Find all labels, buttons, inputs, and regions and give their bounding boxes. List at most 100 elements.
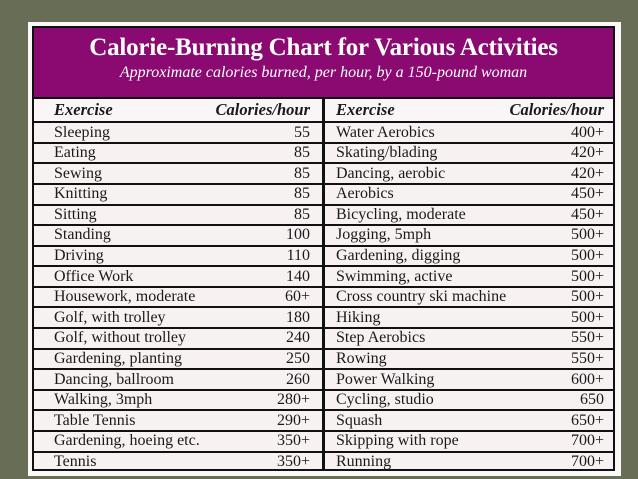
table-row: Dancing, aerobic 420+ <box>325 164 613 186</box>
calories-cell: 100 <box>286 226 310 244</box>
calories-cell: 290+ <box>276 411 310 429</box>
table-row: Swimming, active 500+ <box>325 267 613 288</box>
exercise-column-header: Exercise <box>54 99 113 119</box>
exercise-cell: Gardening, digging <box>336 247 461 265</box>
calorie-table: Exercise Calories/hour Sleeping 55 Eating 8… <box>34 99 613 471</box>
exercise-cell: Sewing <box>54 164 102 182</box>
exercise-cell: Water Aerobics <box>336 123 435 141</box>
calories-cell: 550+ <box>570 329 604 347</box>
calories-cell: 240 <box>286 329 310 347</box>
calories-cell: 500+ <box>570 308 604 326</box>
calories-cell: 85 <box>294 144 310 162</box>
page-title: Calorie-Burning Chart for Various Activi… <box>89 34 558 61</box>
table-row: Power Walking 600+ <box>325 370 613 391</box>
exercise-cell: Bicycling, moderate <box>336 205 466 223</box>
table-row: Office Work 140 <box>34 267 322 288</box>
exercise-cell: Standing <box>54 226 111 244</box>
exercise-cell: Cross country ski machine <box>336 288 507 306</box>
table-row: Rowing 550+ <box>325 350 613 371</box>
exercise-cell: Aerobics <box>336 185 394 203</box>
exercise-cell: Eating <box>54 144 96 162</box>
table-row: Dancing, ballroom 260 <box>34 370 322 391</box>
calories-cell: 500+ <box>570 247 604 265</box>
table-row: Cross country ski machine 500+ <box>325 288 613 309</box>
exercise-cell: Step Aerobics <box>336 329 426 347</box>
exercise-cell: Gardening, hoeing etc. <box>54 432 200 450</box>
calories-cell: 700+ <box>570 432 604 450</box>
exercise-cell: Gardening, planting <box>54 349 182 367</box>
calories-cell: 700+ <box>570 452 604 470</box>
table-row: Table Tennis 290+ <box>34 411 322 432</box>
exercise-column-header: Exercise <box>336 99 395 119</box>
table-row: Eating 85 <box>34 144 322 165</box>
calories-cell: 140 <box>286 267 310 285</box>
calories-cell: 85 <box>294 205 310 223</box>
exercise-cell: Table Tennis <box>54 411 136 429</box>
table-row: Skating/blading 420+ <box>325 144 613 165</box>
exercise-cell: Skipping with rope <box>336 432 459 450</box>
chart-frame: Calorie-Burning Chart for Various Activi… <box>32 26 615 471</box>
exercise-cell: Knitting <box>54 185 108 203</box>
exercise-cell: Office Work <box>54 267 134 285</box>
exercise-cell: Walking, 3mph <box>54 391 153 409</box>
calories-cell: 420+ <box>570 164 604 182</box>
calories-cell: 350+ <box>276 452 310 470</box>
table-row: Driving 110 <box>34 247 322 268</box>
table-row: Golf, with trolley 180 <box>34 308 322 330</box>
exercise-cell: Power Walking <box>336 370 435 388</box>
exercise-cell: Housework, moderate <box>54 288 196 306</box>
calories-cell: 85 <box>294 185 310 203</box>
exercise-cell: Running <box>336 452 392 470</box>
table-row: Housework, moderate 60+ <box>34 288 322 309</box>
table-right-half: Exercise Calories/hour Water Aerobics 400… <box>325 99 613 471</box>
calories-cell: 260 <box>286 370 310 388</box>
exercise-cell: Skating/blading <box>336 144 438 162</box>
table-row: Sewing 85 <box>34 164 322 186</box>
table-row: Step Aerobics 550+ <box>325 329 613 350</box>
table-row: Jogging, 5mph 500+ <box>325 226 613 247</box>
calories-cell: 85 <box>294 164 310 182</box>
exercise-cell: Tennis <box>54 452 97 470</box>
calories-cell: 420+ <box>570 144 604 162</box>
table-header-row: Exercise Calories/hour <box>325 99 613 124</box>
exercise-cell: Sitting <box>54 205 97 223</box>
table-row: Gardening, planting 250 <box>34 350 322 371</box>
exercise-cell: Dancing, ballroom <box>54 370 174 388</box>
table-row: Squash 650+ <box>325 411 613 432</box>
exercise-cell: Swimming, active <box>336 267 453 285</box>
exercise-cell: Golf, with trolley <box>54 308 166 326</box>
table-row: Gardening, digging 500+ <box>325 247 613 268</box>
calories-column-header: Calories/hour <box>509 99 604 119</box>
table-row: Sleeping 55 <box>34 123 322 144</box>
calories-cell: 110 <box>286 247 310 265</box>
calories-cell: 500+ <box>570 226 604 244</box>
page-subtitle: Approximate calories burned, per hour, b… <box>119 64 528 81</box>
table-row: Gardening, hoeing etc. 350+ <box>34 432 322 453</box>
table-row: Tennis 350+ <box>34 453 322 472</box>
table-row: Hiking 500+ <box>325 308 613 330</box>
exercise-cell: Dancing, aerobic <box>336 164 446 182</box>
table-row: Running 700+ <box>325 453 613 472</box>
calories-cell: 60+ <box>284 288 310 306</box>
calories-cell: 550+ <box>570 349 604 367</box>
calories-cell: 450+ <box>570 185 604 203</box>
calories-column-header: Calories/hour <box>215 99 310 119</box>
table-row: Knitting 85 <box>34 185 322 206</box>
table-row: Sitting 85 <box>34 206 322 227</box>
table-row: Cycling, studio 650 <box>325 391 613 412</box>
chart-card: Calorie-Burning Chart for Various Activi… <box>28 22 621 476</box>
calories-cell: 500+ <box>570 267 604 285</box>
calories-cell: 450+ <box>570 205 604 223</box>
calories-cell: 500+ <box>570 288 604 306</box>
exercise-cell: Cycling, studio <box>336 391 434 409</box>
exercise-cell: Driving <box>54 247 104 265</box>
calories-cell: 180 <box>286 308 310 326</box>
calories-cell: 280+ <box>276 391 310 409</box>
table-row: Bicycling, moderate 450+ <box>325 206 613 227</box>
calories-cell: 600+ <box>570 370 604 388</box>
table-row: Standing 100 <box>34 226 322 247</box>
table-header-row: Exercise Calories/hour <box>34 99 322 124</box>
calories-cell: 400+ <box>570 123 604 141</box>
calories-cell: 250 <box>286 349 310 367</box>
exercise-cell: Golf, without trolley <box>54 329 186 347</box>
